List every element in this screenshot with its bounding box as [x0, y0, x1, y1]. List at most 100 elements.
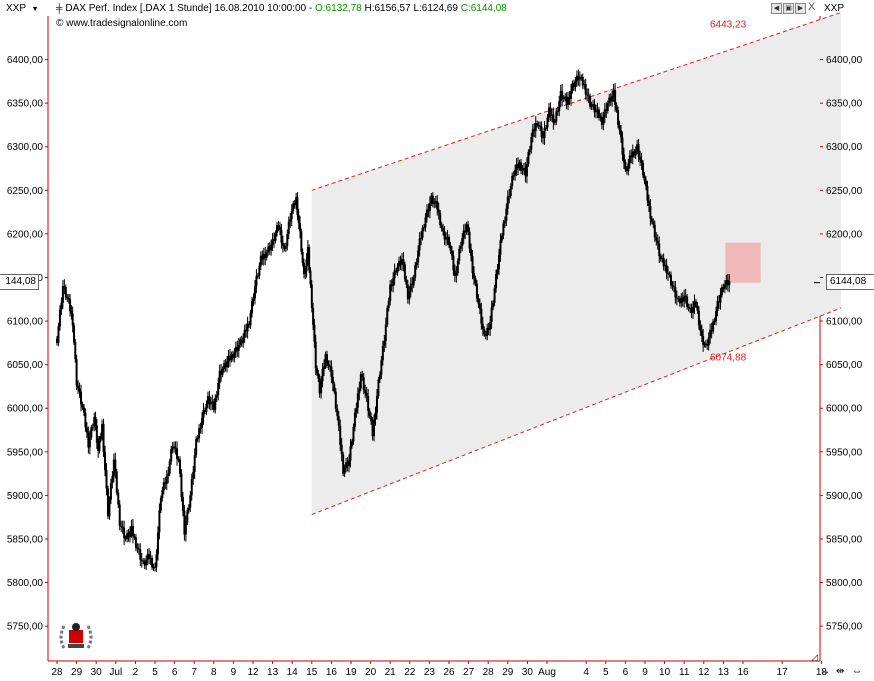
price-bar-body — [202, 409, 205, 418]
price-bar-body — [323, 366, 326, 370]
price-bar-body — [336, 408, 339, 417]
price-bar-body — [618, 124, 621, 131]
price-bar-body — [246, 323, 249, 332]
x-tick-label: 5 — [603, 667, 609, 678]
price-bar-body — [277, 225, 280, 227]
y-tick-label-right: 6050,00 — [826, 360, 863, 371]
price-bar-body — [111, 476, 114, 484]
price-bar-body — [552, 114, 555, 123]
x-tick-label: 30 — [522, 667, 534, 678]
price-bar-body — [205, 403, 208, 412]
price-bar-body — [243, 329, 246, 338]
price-bar-body — [459, 246, 462, 249]
price-bar-body — [352, 426, 355, 442]
price-bar-body — [517, 164, 520, 169]
close-icon[interactable]: X — [808, 1, 816, 13]
price-bar-body — [274, 233, 277, 241]
price-bar-body — [90, 427, 93, 438]
price-bar-body — [424, 217, 427, 228]
price-bar-body — [151, 557, 154, 568]
scroll-right-icon[interactable]: ▶ — [795, 3, 806, 14]
price-bar-body — [597, 109, 600, 118]
source-text: www.tradesignalonline.com — [66, 18, 188, 29]
price-bar-body — [561, 90, 564, 100]
price-bar-body — [558, 100, 561, 112]
price-bar-body — [304, 271, 307, 274]
price-bar-body — [480, 308, 483, 324]
price-bar-body — [346, 462, 349, 467]
price-bar-body — [600, 116, 603, 125]
price-bar-body — [531, 129, 534, 138]
price-bar-body — [403, 264, 406, 280]
price-bar-body — [178, 459, 181, 474]
right-menu-button[interactable]: XXP — [824, 3, 844, 14]
price-bar-body — [310, 284, 313, 308]
price-bar-body — [637, 144, 640, 157]
price-bar-body — [217, 382, 220, 396]
price-bar-body — [520, 162, 523, 171]
price-bar-body — [455, 273, 458, 276]
price-bar-body — [176, 448, 179, 459]
price-bar-body — [543, 128, 546, 139]
left-menu-label[interactable]: XXP — [6, 3, 26, 14]
price-bar-body — [234, 346, 237, 353]
price-bar-body — [636, 144, 639, 150]
price-bar-body — [316, 368, 319, 374]
right-menu-label[interactable]: XXP — [824, 3, 845, 14]
x-tick-label: 11 — [679, 667, 690, 678]
price-bar-body — [353, 412, 356, 427]
price-bar-body — [334, 391, 337, 409]
price-bar-body — [253, 286, 256, 299]
zoom-out-icon[interactable]: ↔ — [820, 666, 830, 677]
price-bar-body — [312, 307, 315, 325]
price-bar-body — [121, 526, 124, 528]
price-bar-body — [589, 96, 592, 107]
zoom-in-icon[interactable]: ⇹ — [836, 666, 845, 677]
price-bar-body — [389, 284, 392, 302]
price-bar-body — [392, 278, 395, 287]
price-bar-body — [423, 227, 426, 229]
price-bar-body — [367, 396, 370, 411]
maximize-icon[interactable]: ▣ — [783, 3, 794, 14]
price-bar-body — [301, 251, 304, 263]
price-bar-body — [390, 284, 393, 287]
price-bar-body — [184, 522, 187, 535]
price-bar-body — [628, 155, 631, 164]
price-bar-body — [565, 96, 568, 105]
price-bar-body — [436, 201, 439, 210]
price-bar-body — [214, 397, 217, 410]
y-tick-label-right: 6300,00 — [826, 142, 863, 153]
price-bar-body — [393, 270, 396, 279]
price-bar-body — [284, 246, 287, 249]
left-menu-button[interactable]: XXP ▼ — [6, 3, 39, 14]
price-bar-body — [134, 537, 137, 548]
price-bar-body — [521, 169, 524, 171]
price-bar-body — [251, 301, 254, 314]
chevron-down-icon[interactable]: ▼ — [31, 6, 39, 13]
price-bar-body — [80, 391, 83, 405]
price-bar-body — [605, 109, 608, 112]
price-bar-body — [123, 527, 126, 539]
price-bar-body — [183, 511, 186, 535]
price-bar-body — [674, 287, 677, 298]
scroll-left-icon[interactable]: ◀ — [771, 3, 782, 14]
fit-range-icon[interactable]: ⇔ — [852, 666, 862, 677]
price-bar-body — [252, 298, 255, 302]
price-bar-body — [525, 164, 528, 177]
price-bar-body — [472, 273, 475, 279]
x-tick-label: 10 — [659, 667, 671, 678]
price-bar-body — [495, 274, 498, 289]
price-bar-body — [461, 238, 464, 247]
price-bar-body — [167, 473, 170, 477]
price-bar-body — [496, 269, 499, 274]
price-bar-body — [240, 339, 243, 344]
price-bar-body — [677, 298, 680, 300]
price-bar-body — [297, 215, 300, 224]
source-line: © www.tradesignalonline.com — [56, 18, 187, 29]
price-bar-body — [712, 321, 715, 332]
price-bar-body — [700, 330, 703, 336]
price-bar-body — [418, 238, 421, 251]
price-bar-body — [124, 538, 127, 540]
y-tick-label-right: 6350,00 — [826, 99, 863, 110]
resize-grip-icon[interactable]: ◿ — [811, 652, 818, 662]
